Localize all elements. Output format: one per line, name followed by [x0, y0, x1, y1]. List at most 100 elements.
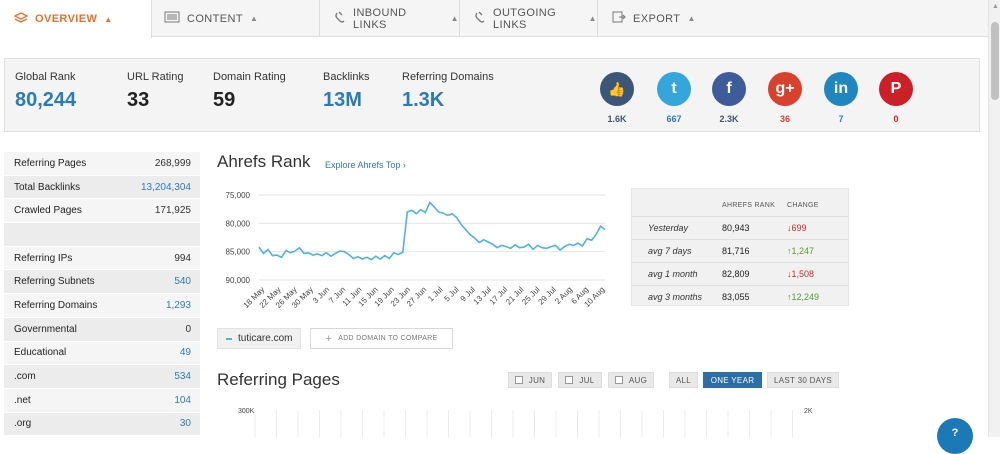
stats-row[interactable]: Referring Subnets 540 [4, 270, 200, 295]
tab-content[interactable]: CONTENT ▲ [152, 0, 320, 37]
change-value: ↓1,508 [787, 269, 814, 279]
metric-value[interactable]: 13M [323, 89, 362, 111]
stats-label: Referring Pages [14, 157, 87, 169]
metric-label: Global Rank [15, 71, 76, 83]
arrow-up-icon: ↑ [787, 292, 792, 302]
social-facebook[interactable]: f 2.3K [711, 72, 747, 124]
rank-row: avg 7 days 81,716 ↑1,247 [632, 239, 848, 262]
stats-value: 268,999 [154, 157, 191, 169]
period-label: avg 7 days [648, 246, 692, 256]
layers-icon [13, 11, 29, 27]
metric-label: Referring Domains [402, 71, 494, 83]
filter-last-30-days[interactable]: LAST 30 DAYS [767, 372, 839, 388]
filter-aug[interactable]: AUG [608, 372, 654, 388]
metric-value: 59 [213, 89, 236, 111]
stats-label: Referring Domains [14, 299, 98, 311]
arrow-up-icon: ↑ [787, 246, 792, 256]
caret-up-icon: ▲ [687, 14, 696, 23]
right-axis-label: 2K [804, 408, 813, 415]
filter-all[interactable]: ALL [669, 372, 698, 388]
stats-row[interactable]: Referring Domains 1,293 [4, 294, 200, 318]
add-domain-compare-button[interactable]: + ADD DOMAIN TO COMPARE [310, 328, 453, 349]
caret-up-icon: ▲ [249, 14, 259, 23]
social-google-plus[interactable]: g+ 36 [767, 72, 803, 124]
stats-value[interactable]: 49 [179, 347, 191, 359]
series-color-swatch [226, 337, 232, 340]
rank-value: 82,809 [722, 269, 750, 279]
stats-value[interactable]: 1,293 [165, 299, 191, 311]
left-axis-label: 300K [238, 408, 255, 415]
stats-row[interactable]: .com 534 [4, 365, 200, 389]
stats-label: .com [14, 371, 36, 383]
filter-label: AUG [628, 375, 648, 385]
stats-row: Referring Pages 268,999 [4, 152, 200, 176]
metric-domain-rating: Domain Rating 59 [213, 71, 286, 112]
metric-value[interactable]: 1.3K [402, 89, 445, 111]
stats-value: 171,925 [154, 205, 191, 217]
metric-referring-domains[interactable]: Referring Domains 1.3K [402, 71, 494, 112]
checkbox[interactable] [565, 376, 574, 384]
tab-export[interactable]: EXPORT ▲ [598, 0, 990, 37]
y-tick-label: 85,000 [226, 248, 251, 257]
stats-row[interactable]: Total Backlinks 13,204,304 [4, 175, 200, 200]
caret-up-icon: ▲ [450, 14, 459, 23]
metric-label: URL Rating [127, 71, 184, 83]
stats-table: Referring Pages 268,999 Total Backlinks 13,… [4, 152, 200, 437]
rank-value: 81,716 [722, 246, 750, 256]
stats-row[interactable]: .net 104 [4, 388, 200, 413]
stats-value[interactable]: 30 [179, 418, 191, 430]
tab-label: OUTGOING LINKS [493, 6, 557, 31]
rank-series-line [258, 200, 606, 261]
tab-label: CONTENT [187, 12, 243, 25]
stats-row: Crawled Pages 171,925 [4, 199, 200, 224]
linkedin-icon[interactable]: in [824, 72, 858, 106]
tab-overview[interactable]: OVERVIEW ▲ [0, 0, 152, 38]
scrollbar[interactable]: ▲ [988, 0, 1000, 437]
share-count: 0 [893, 114, 899, 124]
share-count: 2.3K [719, 114, 739, 124]
facebook-icon[interactable]: f [712, 72, 746, 106]
share-count: 36 [779, 114, 790, 124]
checkbox[interactable] [614, 376, 623, 384]
pinterest-icon[interactable]: P [879, 72, 913, 106]
tab-inbound-links[interactable]: INBOUND LINKS ▲ [320, 0, 460, 37]
checkbox[interactable] [514, 376, 523, 384]
domain-name: tuticare.com [238, 333, 293, 344]
metric-value: 80,244 [15, 89, 77, 111]
filter-one-year[interactable]: ONE YEAR [703, 372, 762, 388]
thumbs-up-icon[interactable]: 👍 [600, 72, 634, 106]
social-linkedin[interactable]: in 7 [823, 72, 859, 124]
tab-label: INBOUND LINKS [353, 6, 407, 31]
explore-ahrefs-top-link[interactable]: Explore Ahrefs Top › [325, 160, 406, 170]
metric-global-rank: Global Rank 80,244 [15, 71, 76, 112]
twitter-icon[interactable]: t [657, 72, 691, 106]
document-icon [164, 11, 180, 26]
help-chat-button[interactable]: ? [937, 418, 973, 454]
filter-jul[interactable]: JUL [558, 372, 602, 388]
stats-value[interactable]: 534 [174, 371, 191, 383]
stats-value[interactable]: 540 [174, 276, 191, 288]
rank-row: avg 3 months 83,055 ↑12,249 [632, 285, 848, 308]
stats-value[interactable]: 13,204,304 [140, 181, 191, 193]
filter-jun[interactable]: JUN [508, 372, 552, 388]
change-value: ↑12,249 [787, 292, 819, 302]
caret-up-icon: ▲ [588, 14, 597, 23]
x-tick-label: 1 Jul [426, 285, 444, 303]
social-like[interactable]: 👍 1.6K [599, 72, 635, 124]
tab-outgoing-links[interactable]: OUTGOING LINKS ▲ [460, 0, 598, 37]
y-tick-label: 90,000 [226, 276, 251, 285]
scrollbar-thumb[interactable] [991, 22, 999, 100]
social-twitter[interactable]: t 667 [656, 72, 692, 124]
stats-row[interactable]: .org 30 [4, 412, 200, 437]
metric-value: 33 [127, 89, 150, 111]
stats-value[interactable]: 104 [174, 394, 191, 406]
stats-row[interactable]: Educational 49 [4, 341, 200, 366]
x-tick-label: 5 Jul [442, 285, 460, 303]
stats-label: Total Backlinks [14, 181, 81, 193]
metric-backlinks[interactable]: Backlinks 13M [323, 71, 369, 112]
google-plus-icon[interactable]: g+ [768, 72, 802, 106]
stats-row: Referring IPs 994 [4, 246, 200, 271]
scroll-up-arrow-icon[interactable]: ▲ [992, 3, 999, 10]
period-label: avg 1 month [648, 269, 698, 279]
